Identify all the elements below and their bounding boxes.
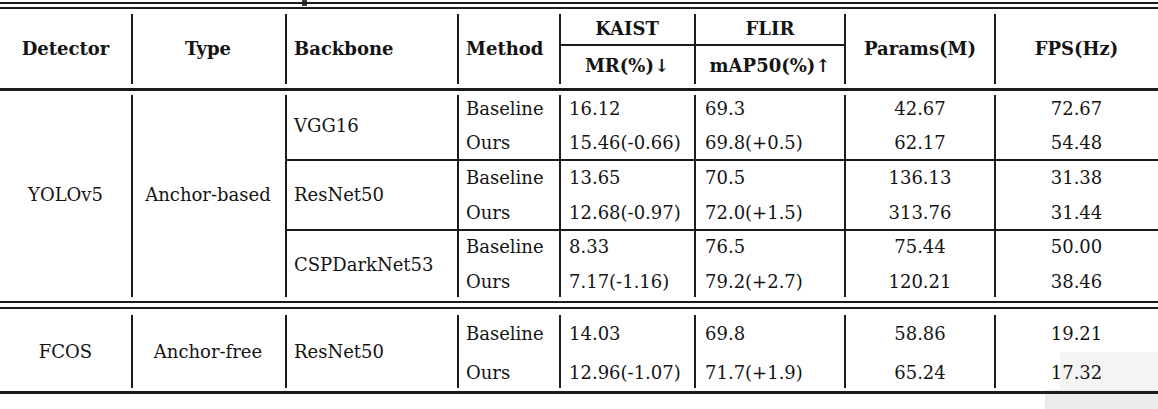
cell-method: Ours [457,126,559,160]
cell-fps: 38.46 [995,264,1158,299]
table-bottom-rule [0,391,1158,394]
cell-params: 42.67 [845,91,995,126]
table-top-rule [0,2,1158,4]
header-flir: FLIR [695,12,845,45]
cell-fps: 54.48 [995,126,1158,160]
cell-type-anchor-based: Anchor-based [131,91,285,299]
cell-detector-fcos: FCOS [0,312,131,391]
cell-detector-yolov5: YOLOv5 [0,91,131,299]
paper-table-screenshot: Detector Type Backbone Method KAIST FLIR… [0,0,1158,409]
cell-method: Ours [457,264,559,299]
header-kaist-metric: MR(%)↓ [559,46,695,86]
cell-backbone-cspdarknet53: CSPDarkNet53 [285,230,457,299]
cell-params: 65.24 [845,355,995,391]
cell-kaist-mr: 7.17(-1.16) [559,264,695,299]
header-kaist: KAIST [559,12,695,45]
cell-backbone-resnet50: ResNet50 [285,160,457,230]
cell-kaist-mr: 15.46(-0.66) [559,126,695,160]
cell-method: Baseline [457,160,559,195]
header-fps: FPS(Hz) [995,10,1158,88]
cell-fps: 50.00 [995,230,1158,264]
table-top-rule-2 [0,7,1158,9]
cell-flir-map: 79.2(+2.7) [695,264,845,299]
cell-flir-map: 69.3 [695,91,845,126]
cell-fps: 72.67 [995,91,1158,126]
cell-flir-map: 71.7(+1.9) [695,355,845,391]
cell-kaist-mr: 16.12 [559,91,695,126]
header-params: Params(M) [845,10,995,88]
cell-params: 313.76 [845,195,995,230]
header-detector: Detector [0,10,131,88]
cell-params: 75.44 [845,230,995,264]
cell-kaist-mr: 13.65 [559,160,695,195]
block-separator-rule-2 [0,307,1158,309]
cell-kaist-mr: 8.33 [559,230,695,264]
cell-kaist-mr: 12.96(-1.07) [559,355,695,391]
cell-flir-map: 69.8(+0.5) [695,126,845,160]
cell-method: Ours [457,195,559,230]
header-type: Type [131,10,285,88]
cell-flir-map: 72.0(+1.5) [695,195,845,230]
cell-backbone-resnet50-fcos: ResNet50 [285,312,457,391]
cell-method: Ours [457,355,559,391]
cell-fps: 19.21 [995,312,1158,355]
cell-flir-map: 76.5 [695,230,845,264]
cell-method: Baseline [457,230,559,264]
cell-method: Baseline [457,91,559,126]
cell-flir-map: 70.5 [695,160,845,195]
cell-params: 62.17 [845,126,995,160]
cell-fps: 31.44 [995,195,1158,230]
cell-type-anchor-free: Anchor-free [131,312,285,391]
cell-fps: 17.32 [995,355,1158,391]
cell-kaist-mr: 12.68(-0.97) [559,195,695,230]
header-flir-metric: mAP50(%)↑ [695,46,845,86]
cell-fps: 31.38 [995,160,1158,195]
cell-params: 120.21 [845,264,995,299]
cell-backbone-vgg16: VGG16 [285,91,457,160]
cell-params: 136.13 [845,160,995,195]
cell-kaist-mr: 14.03 [559,312,695,355]
cell-flir-map: 69.8 [695,312,845,355]
header-method: Method [457,10,559,88]
block-separator-rule [0,301,1158,303]
header-backbone: Backbone [285,10,457,88]
cell-method: Baseline [457,312,559,355]
cell-params: 58.86 [845,312,995,355]
